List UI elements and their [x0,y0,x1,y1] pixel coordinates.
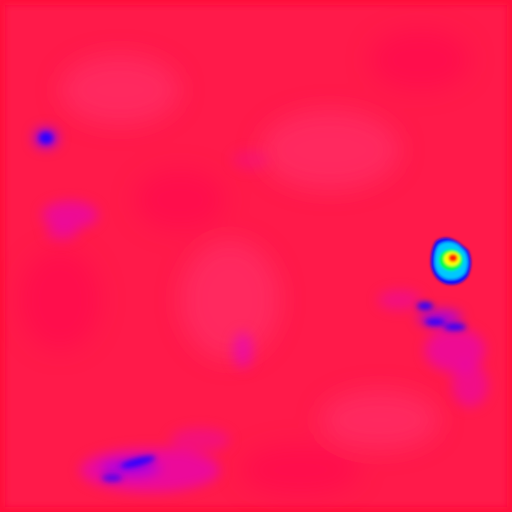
cool-streaks [39,132,466,482]
cool-regions [34,128,488,492]
heatmap-texture [20,30,470,495]
hotspot [430,237,471,285]
